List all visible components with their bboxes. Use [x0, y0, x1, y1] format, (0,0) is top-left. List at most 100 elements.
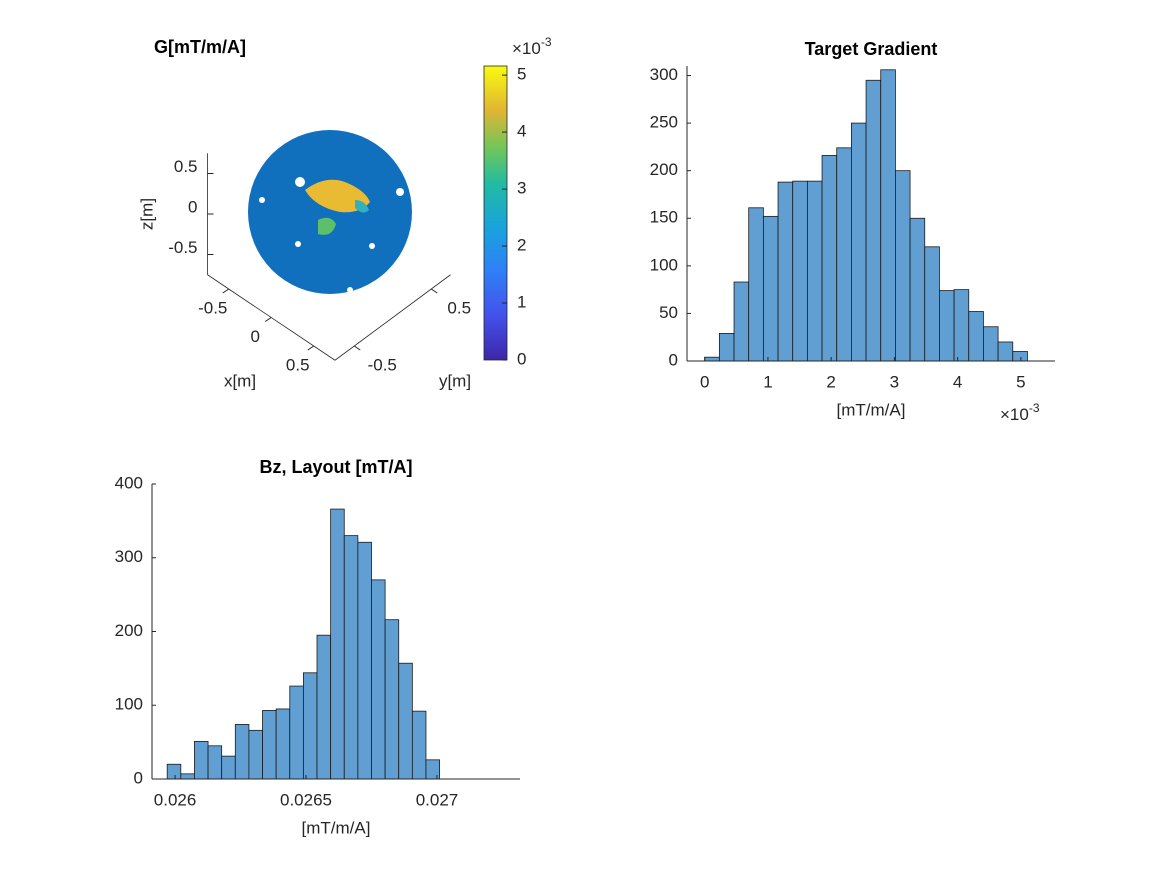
chart-title: G[mT/m/A]: [154, 37, 246, 57]
y-axis-label: y[m]: [439, 371, 471, 390]
colorbar-tick-label: 3: [517, 179, 526, 198]
y-tick-label: -0.5: [368, 355, 397, 374]
colorbar-tick-label: 1: [517, 293, 526, 312]
y-tick-label: 100: [650, 255, 678, 274]
bar: [836, 147, 852, 362]
bar: [924, 246, 940, 362]
bar: [262, 710, 277, 780]
bar: [207, 745, 223, 780]
bar: [194, 740, 209, 780]
bar: [748, 207, 764, 362]
y-tick-label: 200: [650, 160, 678, 179]
y-tick: [430, 288, 438, 294]
bar: [411, 710, 427, 780]
exponent-base: ×10: [1000, 405, 1029, 424]
y-tick-label: 150: [650, 208, 678, 227]
exponent-power: -3: [541, 35, 552, 49]
x-exponent: ×10-3: [1000, 401, 1040, 424]
bar: [880, 69, 896, 362]
exponent-base: ×10: [512, 39, 541, 58]
bar: [997, 341, 1014, 362]
bar: [865, 79, 882, 362]
colorbar-tick-label: 5: [517, 65, 526, 84]
y-tick-label: 0: [669, 350, 678, 369]
bar: [316, 634, 332, 780]
bar: [968, 311, 984, 362]
x-tick: [264, 317, 272, 322]
x-tick-label: 0: [700, 372, 709, 391]
bar: [371, 579, 386, 780]
bar: [733, 281, 750, 362]
x-tick: [307, 345, 315, 351]
y-tick: [353, 345, 361, 351]
bar: [762, 215, 779, 362]
chart-title: Bz, Layout [mT/A]: [260, 457, 413, 477]
bar: [275, 708, 291, 780]
bar: [221, 755, 236, 780]
bar: [953, 289, 970, 362]
bar: [302, 672, 318, 780]
exponent-power: -3: [1029, 401, 1040, 415]
x-tick-label: 0.0265: [280, 790, 332, 809]
y-tick-label: 300: [115, 547, 143, 566]
bar: [234, 724, 250, 780]
x-tick-label: 4: [953, 372, 962, 391]
bar: [398, 662, 413, 780]
x-tick-label: 3: [890, 372, 899, 391]
y-tick-label: 200: [115, 621, 143, 640]
z-axis-label: z[m]: [137, 198, 156, 230]
y-tick-label: 0.5: [447, 298, 471, 317]
bar: [384, 619, 400, 780]
x-tick-label: 1: [763, 372, 772, 391]
bar: [704, 356, 720, 362]
chart-title: Target Gradient: [805, 39, 938, 59]
bar: [343, 535, 359, 780]
colorbar-tick-label: 0: [517, 349, 526, 368]
x-tick-label: -0.5: [198, 298, 227, 317]
bar: [248, 729, 263, 780]
y-tick-label: 50: [659, 303, 678, 322]
x-tick-label: 0.026: [154, 790, 197, 809]
bar: [718, 333, 735, 362]
bar: [357, 541, 372, 780]
z-tick-label: 0: [188, 197, 197, 216]
bar: [425, 759, 440, 780]
x-tick: [222, 288, 230, 294]
bar: [166, 763, 182, 780]
bar: [180, 773, 195, 780]
y-tick-label: 250: [650, 113, 678, 132]
z-tick-label: -0.5: [168, 238, 197, 257]
x-tick-label: 0.027: [416, 790, 459, 809]
bar: [330, 508, 345, 780]
x-axis-label: x[m]: [224, 371, 256, 390]
bar: [806, 180, 823, 362]
y-tick-label: 100: [115, 695, 143, 714]
z-tick-label: 0.5: [174, 157, 198, 176]
bar: [983, 326, 999, 362]
x-axis-label: [mT/m/A]: [302, 818, 371, 837]
x-tick-label: 5: [1016, 372, 1025, 391]
bar: [909, 217, 926, 362]
colorbar-tick-label: 4: [517, 122, 526, 141]
y-tick-label: 400: [115, 473, 143, 492]
colorbar-tick-label: 2: [517, 236, 526, 255]
bar: [777, 181, 794, 362]
x-tick-label: 2: [826, 372, 835, 391]
x-axis-label: [mT/m/A]: [837, 400, 906, 419]
x-tick-label: 0: [251, 327, 260, 346]
bar: [895, 170, 911, 362]
colorbar-exponent: ×10-3: [512, 35, 552, 58]
bar: [850, 122, 867, 362]
bar: [821, 155, 838, 362]
y-tick-label: 300: [650, 65, 678, 84]
sphere: [248, 130, 412, 294]
bar: [1012, 351, 1028, 362]
y-tick-label: 0: [134, 768, 143, 787]
bar: [289, 685, 304, 780]
x-tick-label: 0.5: [286, 355, 310, 374]
colorbar: [483, 65, 508, 361]
bar: [792, 180, 808, 362]
bar: [939, 290, 955, 362]
